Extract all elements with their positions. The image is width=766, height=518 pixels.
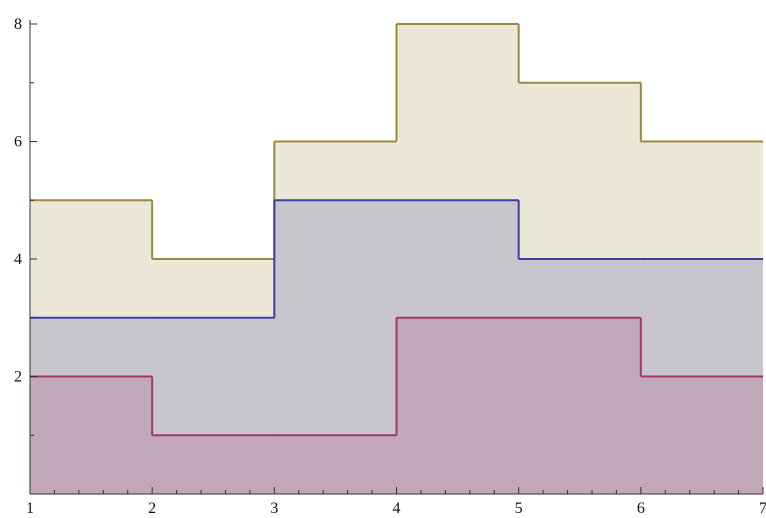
- area-fill: [640, 376, 763, 494]
- area-fill: [152, 317, 275, 494]
- area-fill: [396, 24, 519, 494]
- area-fill: [518, 82, 641, 494]
- area-fill: [30, 317, 153, 494]
- area-fill: [396, 200, 519, 494]
- area-fill: [152, 435, 275, 494]
- x-tick-label: 6: [637, 500, 645, 517]
- area-fill: [640, 141, 763, 494]
- x-tick-label: 1: [26, 500, 34, 517]
- y-tick-label: 8: [14, 16, 22, 33]
- area-fill: [518, 317, 641, 494]
- x-tick-label: 5: [515, 500, 523, 517]
- area-fill: [152, 259, 275, 494]
- y-tick-label: 4: [14, 251, 22, 268]
- area-fill: [30, 200, 153, 494]
- area-fill: [396, 317, 519, 494]
- y-tick-label: 2: [14, 369, 22, 386]
- area-fill: [518, 259, 641, 494]
- x-tick-label: 7: [759, 500, 766, 517]
- x-tick-label: 3: [270, 500, 278, 517]
- x-tick-label: 2: [148, 500, 156, 517]
- area-fill: [274, 200, 397, 494]
- y-tick-label: 6: [14, 134, 22, 151]
- area-fill: [30, 376, 153, 494]
- area-fill: [274, 435, 397, 494]
- x-tick-label: 4: [393, 500, 401, 517]
